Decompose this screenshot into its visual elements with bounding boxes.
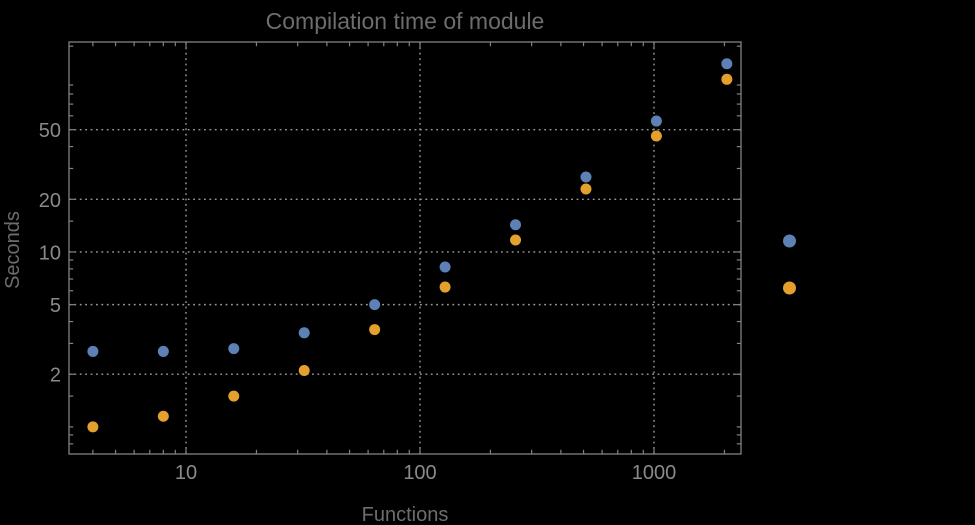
- x-axis-label: Functions: [362, 504, 449, 525]
- data-point-orange: [369, 324, 381, 336]
- legend-marker-blue: [783, 234, 796, 248]
- data-point-blue: [510, 219, 522, 231]
- data-point-orange: [298, 365, 310, 377]
- data-point-blue: [580, 171, 592, 183]
- data-points: [87, 58, 733, 433]
- data-point-orange: [439, 281, 451, 293]
- data-point-blue: [87, 345, 99, 357]
- data-point-blue: [298, 327, 310, 339]
- axis-ticks: [69, 42, 741, 454]
- gridlines: [69, 42, 741, 454]
- data-point-blue: [650, 115, 662, 127]
- x-tick-label: 10: [175, 462, 197, 484]
- data-point-orange: [157, 410, 169, 422]
- data-point-orange: [580, 183, 592, 195]
- data-point-orange: [87, 421, 99, 433]
- data-point-blue: [369, 299, 381, 311]
- data-point-blue: [157, 345, 169, 357]
- plot-frame: [68, 41, 742, 455]
- x-tick-label: 1000: [632, 462, 677, 484]
- legend: [783, 234, 796, 295]
- frame-rect: [68, 41, 742, 455]
- x-tick-label: 100: [403, 462, 436, 484]
- y-tick-label: 5: [50, 295, 61, 317]
- data-point-orange: [721, 73, 733, 85]
- data-point-blue: [228, 343, 240, 355]
- data-point-orange: [650, 130, 662, 142]
- y-tick-label: 2: [50, 365, 61, 387]
- data-point-blue: [721, 58, 733, 70]
- data-point-orange: [228, 390, 240, 402]
- y-tick-label: 50: [39, 120, 61, 142]
- y-tick-label: 20: [39, 190, 61, 212]
- legend-marker-orange: [783, 281, 796, 295]
- tick-labels: 10 100 1000 2 5 10 20 50: [39, 120, 676, 484]
- data-point-blue: [439, 261, 451, 273]
- chart-title: Compilation time of module: [266, 8, 545, 34]
- data-point-orange: [510, 234, 522, 246]
- y-axis-label: Seconds: [2, 211, 24, 289]
- y-tick-label: 10: [39, 242, 61, 264]
